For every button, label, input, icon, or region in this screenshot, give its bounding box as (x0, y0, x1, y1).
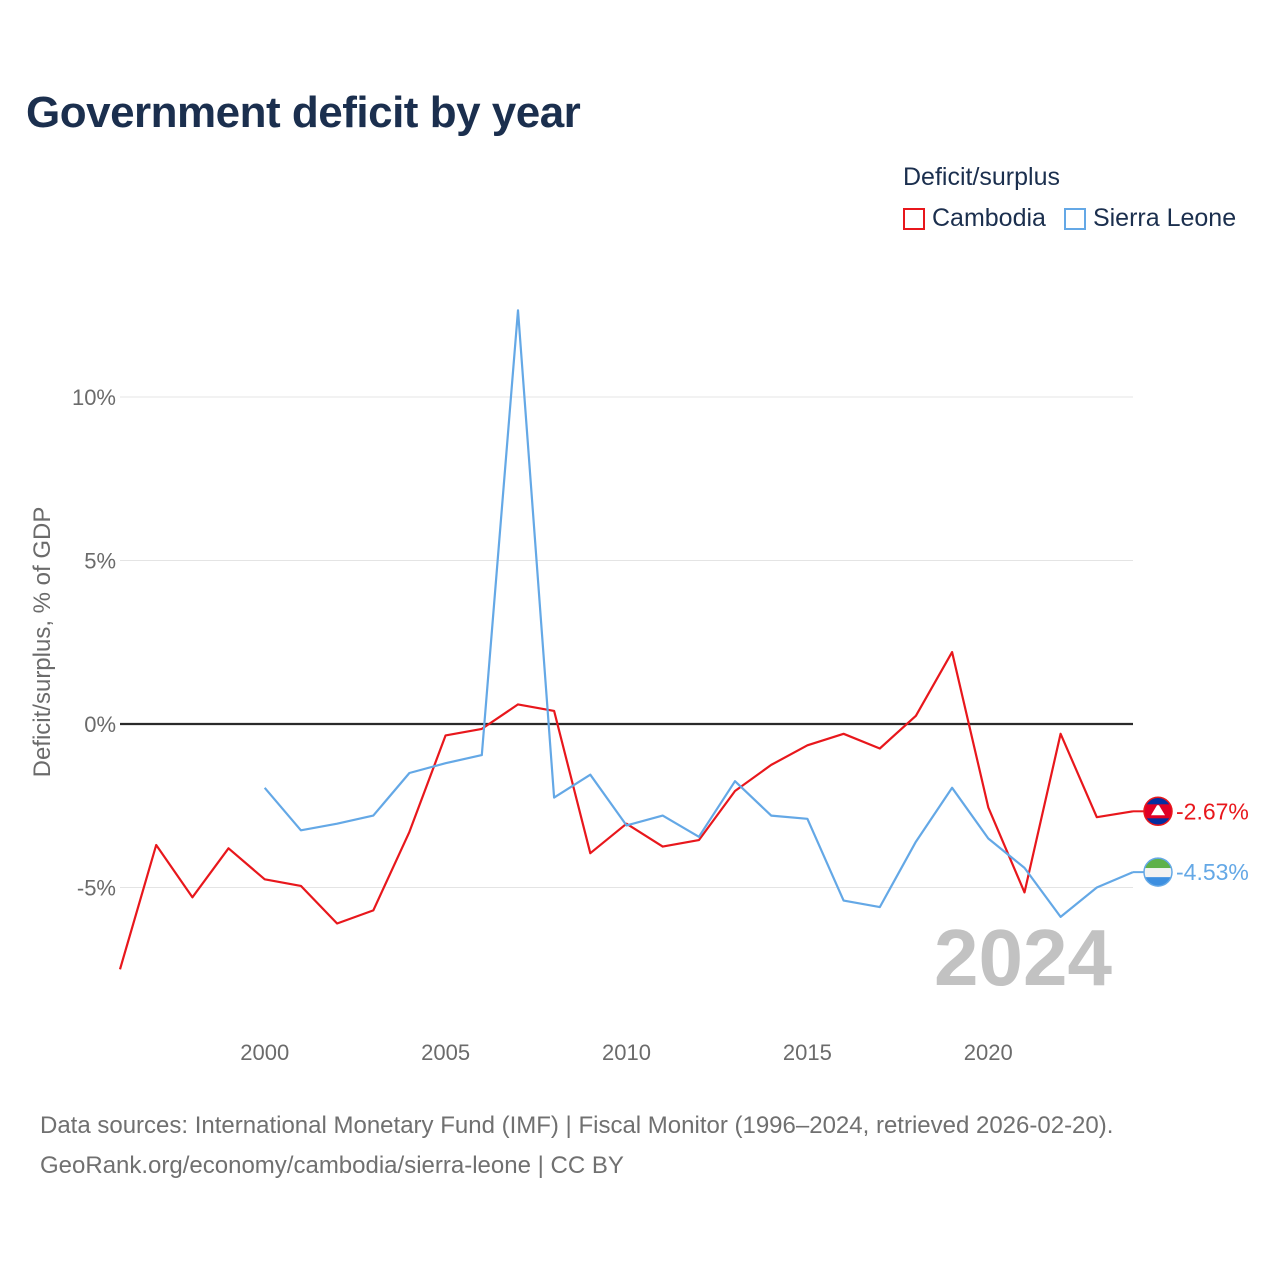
flag-icon-sierra-leone (1143, 857, 1173, 887)
x-tick-label: 2000 (240, 1040, 289, 1065)
grid (120, 396, 1133, 888)
y-axis: 10% 5% 0% -5% (72, 385, 116, 901)
y-tick-label: 0% (84, 712, 116, 737)
x-tick-label: 2005 (421, 1040, 470, 1065)
x-tick-label: 2010 (602, 1040, 651, 1065)
y-tick-label: 5% (84, 549, 116, 574)
legend-swatch-cambodia (903, 207, 925, 230)
x-axis: 2000 2005 2010 2015 2020 (240, 1040, 1013, 1065)
chart-title: Government deficit by year (26, 88, 581, 137)
y-tick-label: -5% (77, 876, 116, 901)
footer-link[interactable]: GeoRank.org/economy/cambodia/sierra-leon… (40, 1152, 624, 1179)
series-group (118, 309, 1134, 970)
flag-icon-cambodia (1143, 796, 1173, 827)
series-line-sierra-leone[interactable] (263, 309, 1134, 919)
footer: Data sources: International Monetary Fun… (40, 1106, 1113, 1186)
line-chart: 10% 5% 0% -5% 2000 2005 2010 2015 2020 Deficit/… (29, 309, 1249, 1065)
legend-item-sierra-leone[interactable]: Sierra Leone (1063, 204, 1237, 233)
x-tick-label: 2015 (783, 1040, 832, 1065)
legend-swatch-sierra-leone (1063, 207, 1086, 230)
legend-item-cambodia[interactable]: Cambodia (903, 204, 1046, 233)
legend: Cambodia Sierra Leone (903, 204, 1236, 233)
y-tick-label: 10% (72, 385, 116, 410)
footer-sources: Data sources: International Monetary Fun… (40, 1112, 1114, 1139)
end-value-label-cambodia: -2.67% (1176, 798, 1249, 824)
end-value-label-sierra-leone: -4.53% (1176, 859, 1249, 885)
x-tick-label: 2020 (964, 1040, 1013, 1065)
legend-title: Deficit/surplus (903, 163, 1060, 191)
end-markers: -2.67% -4.53% (1133, 796, 1249, 887)
legend-label-cambodia: Cambodia (932, 204, 1046, 232)
legend-label-sierra-leone: Sierra Leone (1092, 204, 1237, 232)
y-axis-title: Deficit/surplus, % of GDP (29, 507, 56, 778)
year-watermark: 2024 (934, 913, 1112, 1002)
